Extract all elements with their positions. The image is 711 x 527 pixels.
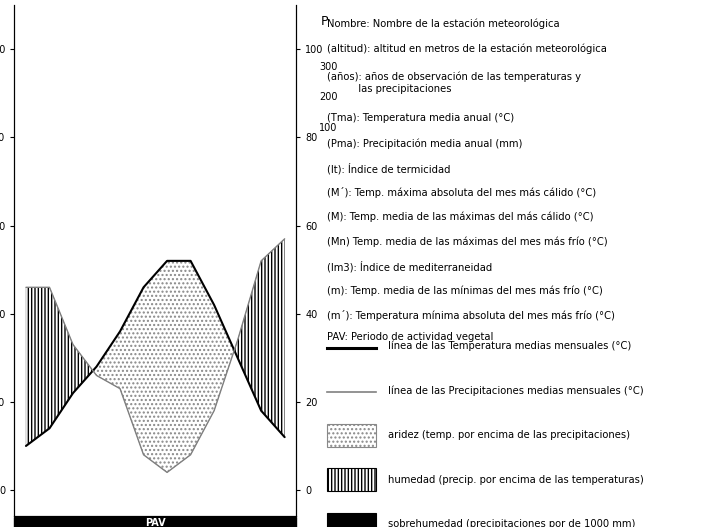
- Text: 200: 200: [319, 92, 338, 102]
- Text: (Im3): Índice de mediterraneidad: (Im3): Índice de mediterraneidad: [327, 261, 492, 272]
- Text: sobrehumedad (precipitaciones por de 1000 mm): sobrehumedad (precipitaciones por de 100…: [387, 519, 635, 527]
- Text: (M): Temp. media de las máximas del más cálido (°C): (M): Temp. media de las máximas del más …: [327, 212, 593, 222]
- Text: (m): Temp. media de las mínimas del mes más frío (°C): (m): Temp. media de las mínimas del mes …: [327, 286, 602, 296]
- Text: (Pma): Precipitación media anual (mm): (Pma): Precipitación media anual (mm): [327, 138, 522, 149]
- Text: (m´): Temperatura mínima absoluta del mes más frío (°C): (m´): Temperatura mínima absoluta del me…: [327, 310, 614, 321]
- Text: (años): años de observación de las temperaturas y
          las precipitaciones: (años): años de observación de las tempe…: [327, 72, 581, 94]
- Bar: [327, 469, 376, 491]
- Text: 300: 300: [319, 62, 337, 72]
- Bar: [14, 518, 296, 527]
- Text: aridez (temp. por encima de las precipitaciones): aridez (temp. por encima de las precipit…: [387, 430, 630, 440]
- Text: PAV: PAV: [145, 518, 166, 527]
- Text: (altitud): altitud en metros de la estación meteorológica: (altitud): altitud en metros de la estac…: [327, 44, 606, 54]
- Bar: [327, 424, 376, 447]
- Text: (Mn) Temp. media de las máximas del mes más frío (°C): (Mn) Temp. media de las máximas del mes …: [327, 236, 607, 247]
- Text: P: P: [321, 15, 328, 28]
- Text: 100: 100: [319, 123, 337, 133]
- Text: línea de las Precipitaciones medias mensuales (°C): línea de las Precipitaciones medias mens…: [387, 385, 643, 396]
- Text: humedad (precip. por encima de las temperaturas): humedad (precip. por encima de las tempe…: [387, 475, 643, 485]
- Text: PAV: Periodo de actividad vegetal: PAV: Periodo de actividad vegetal: [327, 333, 493, 343]
- Text: línea de las Temperatura medias mensuales (°C): línea de las Temperatura medias mensuale…: [387, 341, 631, 352]
- Text: (Tma): Temperatura media anual (°C): (Tma): Temperatura media anual (°C): [327, 113, 514, 123]
- Bar: [327, 513, 376, 527]
- Text: Nombre: Nombre de la estación meteorológica: Nombre: Nombre de la estación meteorológ…: [327, 18, 560, 28]
- Text: (M´): Temp. máxima absoluta del mes más cálido (°C): (M´): Temp. máxima absoluta del mes más …: [327, 187, 596, 198]
- Text: (It): Índice de termicidad: (It): Índice de termicidad: [327, 163, 450, 174]
